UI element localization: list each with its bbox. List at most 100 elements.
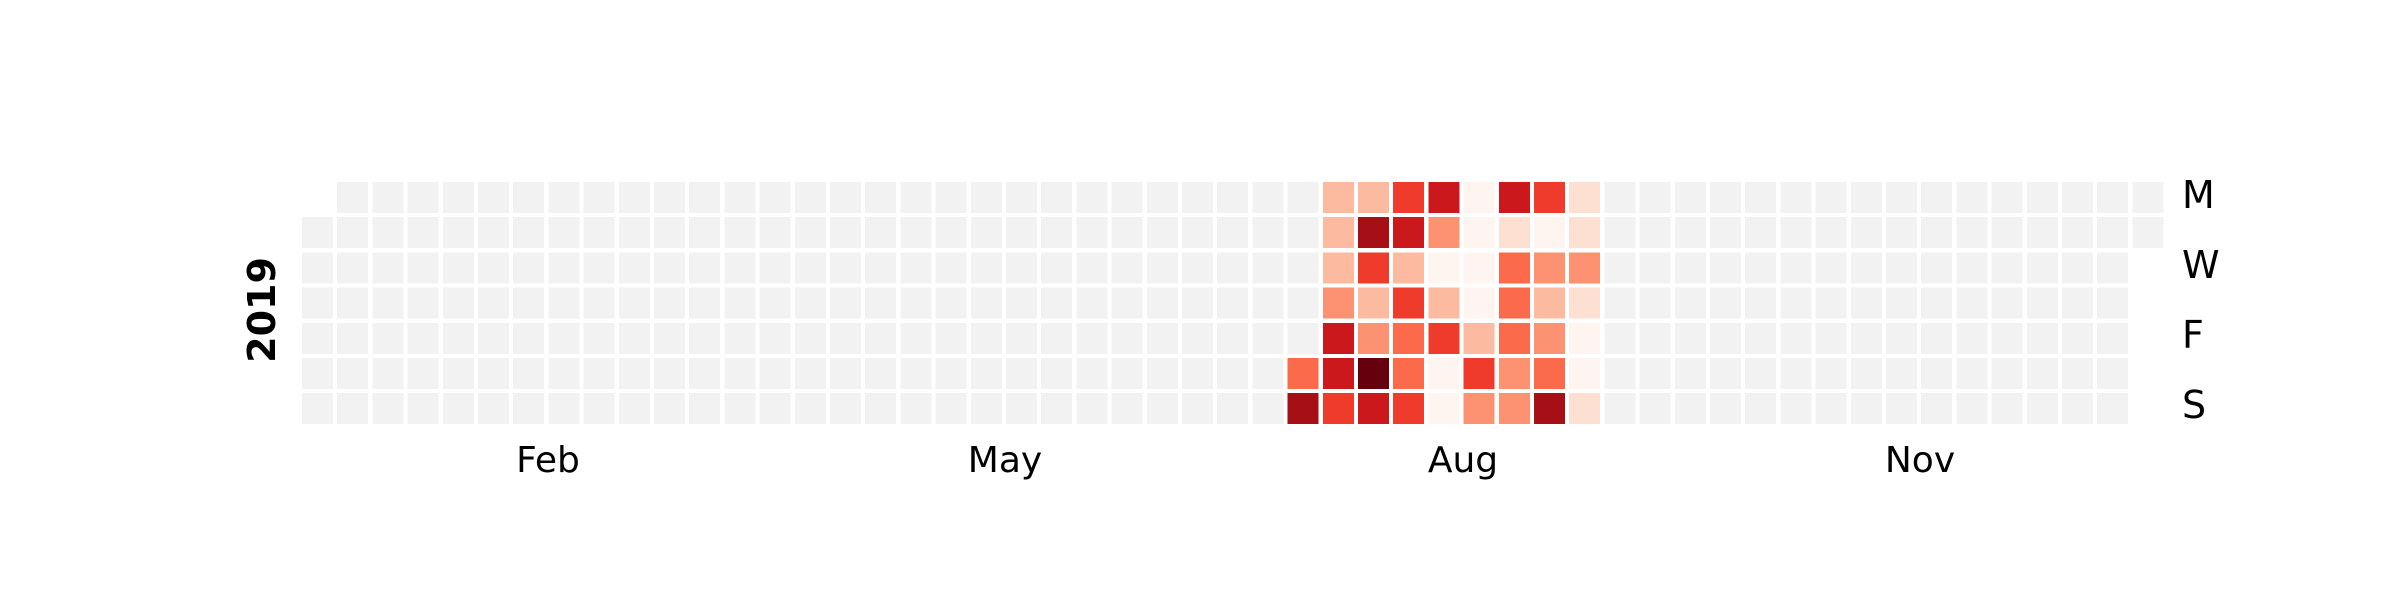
heatmap-cell	[407, 252, 439, 284]
heatmap-cell	[478, 252, 509, 284]
heatmap-cell	[1182, 322, 1213, 354]
heatmap-cell	[900, 182, 932, 213]
heatmap-cell	[2097, 287, 2129, 319]
heatmap-cell	[1498, 217, 1530, 249]
heatmap-cell	[1956, 358, 1988, 389]
heatmap-cell	[1850, 287, 1882, 319]
weekday-label-f: F	[2182, 313, 2204, 357]
heatmap-cell	[583, 287, 615, 319]
heatmap-cell	[689, 217, 721, 249]
heatmap-cell	[548, 182, 580, 213]
heatmap-cell	[513, 393, 545, 425]
heatmap-cell	[1604, 287, 1636, 319]
heatmap-cell	[1780, 287, 1812, 319]
heatmap-cell	[759, 358, 791, 389]
heatmap-cell	[337, 182, 369, 213]
heatmap-cell	[1604, 358, 1636, 389]
heatmap-cell	[2062, 287, 2093, 319]
heatmap-cell	[1991, 358, 2023, 389]
heatmap-cell	[618, 217, 650, 249]
heatmap-cell	[1393, 287, 1425, 319]
heatmap-cell	[1111, 217, 1143, 249]
heatmap-cell	[2026, 322, 2058, 354]
heatmap-cell	[1463, 322, 1495, 354]
heatmap-cell	[1076, 252, 1108, 284]
heatmap-cell	[407, 217, 439, 249]
heatmap-cell	[1076, 287, 1108, 319]
heatmap-cell	[794, 393, 826, 425]
heatmap-cell	[1287, 252, 1319, 284]
heatmap-cell	[654, 393, 685, 425]
heatmap-cell	[1287, 393, 1319, 425]
heatmap-cell	[513, 217, 545, 249]
heatmap-cell	[1534, 182, 1565, 213]
heatmap-cell	[407, 287, 439, 319]
heatmap-cell	[618, 393, 650, 425]
heatmap-cell	[1111, 182, 1143, 213]
heatmap-cell	[759, 182, 791, 213]
heatmap-cell	[1534, 287, 1565, 319]
heatmap-cell	[724, 322, 756, 354]
heatmap-cell	[1041, 217, 1073, 249]
heatmap-cell	[1850, 393, 1882, 425]
heatmap-cell	[900, 217, 932, 249]
heatmap-cell	[2062, 393, 2093, 425]
heatmap-cell	[794, 182, 826, 213]
heatmap-cell	[1639, 393, 1671, 425]
heatmap-cell	[1146, 182, 1178, 213]
heatmap-cell	[442, 322, 474, 354]
heatmap-cell	[478, 322, 509, 354]
heatmap-cell	[442, 393, 474, 425]
heatmap-cell	[372, 182, 404, 213]
heatmap-cell	[724, 182, 756, 213]
heatmap-cell	[1252, 322, 1284, 354]
heatmap-cell	[970, 393, 1002, 425]
heatmap-cell	[1569, 217, 1601, 249]
heatmap-cell	[2097, 217, 2129, 249]
heatmap-cell	[1815, 182, 1847, 213]
heatmap-cell	[1639, 322, 1671, 354]
heatmap-cell	[794, 358, 826, 389]
heatmap-cell	[1886, 393, 1917, 425]
heatmap-cell	[1498, 322, 1530, 354]
heatmap-cell	[2062, 358, 2093, 389]
heatmap-cell	[1534, 322, 1565, 354]
heatmap-cell	[1076, 393, 1108, 425]
heatmap-cell	[1745, 217, 1777, 249]
heatmap-cell	[1956, 393, 1988, 425]
heatmap-cell	[2097, 322, 2129, 354]
heatmap-cell	[2026, 217, 2058, 249]
heatmap-cell	[1393, 322, 1425, 354]
heatmap-cell	[2097, 252, 2129, 284]
heatmap-cell	[794, 287, 826, 319]
heatmap-cell	[337, 358, 369, 389]
heatmap-cell	[1358, 217, 1389, 249]
heatmap-cell	[302, 287, 333, 319]
heatmap-cell	[654, 252, 685, 284]
heatmap-cell	[618, 252, 650, 284]
heatmap-cell	[935, 217, 967, 249]
heatmap-cell	[654, 358, 685, 389]
heatmap-cell	[1780, 252, 1812, 284]
heatmap-cell	[1745, 252, 1777, 284]
heatmap-cell	[1146, 217, 1178, 249]
month-label-nov: Nov	[1885, 440, 1955, 481]
heatmap-cell	[794, 217, 826, 249]
heatmap-cell	[1111, 252, 1143, 284]
heatmap-cell	[407, 358, 439, 389]
heatmap-cell	[618, 322, 650, 354]
heatmap-cell	[548, 358, 580, 389]
heatmap-cell	[1393, 358, 1425, 389]
heatmap-cell	[970, 182, 1002, 213]
heatmap-cell	[1252, 358, 1284, 389]
heatmap-cell	[1287, 287, 1319, 319]
heatmap-cell	[1886, 322, 1917, 354]
heatmap-cell	[1674, 287, 1706, 319]
month-label-aug: Aug	[1428, 440, 1498, 481]
heatmap-cell	[654, 287, 685, 319]
heatmap-cell	[1674, 322, 1706, 354]
heatmap-cell	[583, 252, 615, 284]
heatmap-cell	[1076, 217, 1108, 249]
heatmap-cell	[1428, 358, 1460, 389]
heatmap-cell	[2097, 358, 2129, 389]
